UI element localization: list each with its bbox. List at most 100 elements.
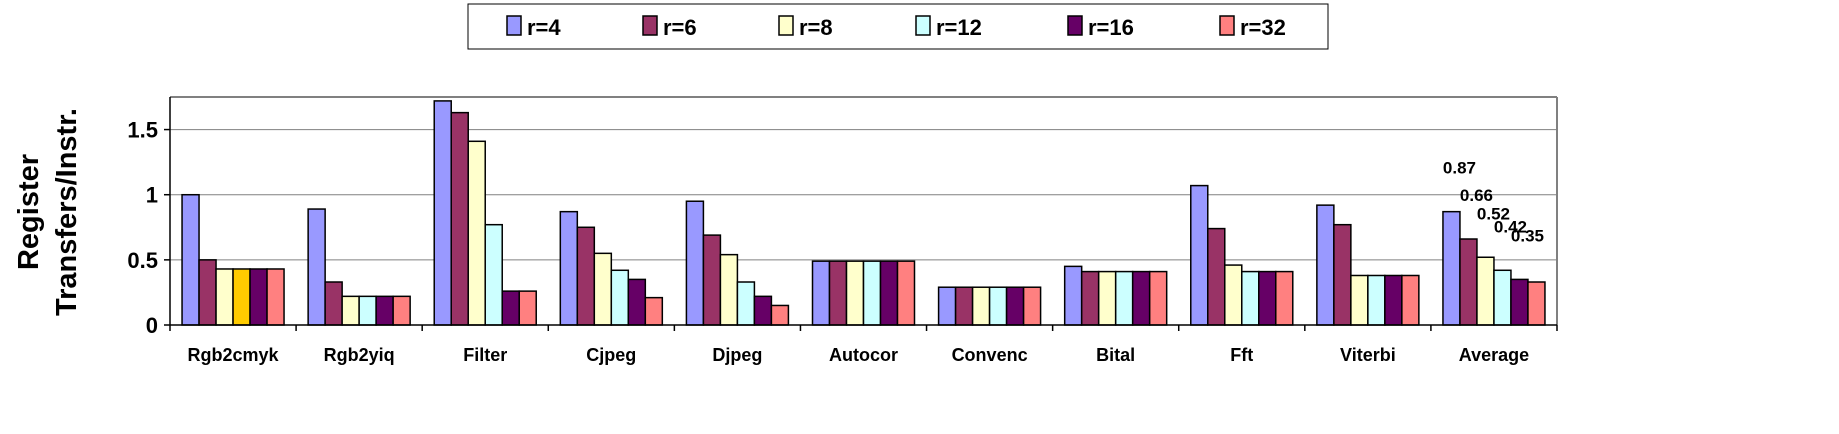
legend-label: r=16 xyxy=(1088,15,1134,40)
bar-rgb2yiq-r=12 xyxy=(358,295,377,326)
x-tick-label: Bital xyxy=(1096,345,1135,365)
bar-autocor-r=32 xyxy=(896,260,916,326)
bar-convenc-r=16 xyxy=(1005,286,1025,326)
bar-viterbi-r=8 xyxy=(1350,274,1369,326)
bar-autocor-r=6 xyxy=(828,260,848,326)
legend-label: r=6 xyxy=(663,15,697,40)
bar-viterbi-r=32 xyxy=(1401,274,1420,326)
bar-rgb2cmyk-r=8 xyxy=(215,268,234,326)
bar-autocor-r=16 xyxy=(879,260,899,326)
bar-filter-r=16 xyxy=(501,290,520,326)
bar-rgb2yiq-r=6 xyxy=(324,281,343,326)
bar-bital-r=12 xyxy=(1114,270,1134,326)
bar-cjpeg-r=8 xyxy=(593,252,613,326)
bar-rgb2yiq-r=4 xyxy=(307,208,326,326)
legend-label: r=12 xyxy=(936,15,982,40)
bar-fft-r=32 xyxy=(1275,270,1294,326)
bar-djpeg-r=16 xyxy=(753,295,773,326)
bar-average-r=16 xyxy=(1510,278,1529,326)
legend-swatch-r=4 xyxy=(506,15,522,36)
bar-cjpeg-r=32 xyxy=(644,296,664,326)
y-axis-title-line: Register xyxy=(13,154,45,270)
x-tick-label: Autocor xyxy=(829,345,898,365)
legend-label: r=4 xyxy=(527,15,561,40)
bar-cjpeg-r=4 xyxy=(559,210,579,326)
bar-rgb2cmyk-r=16 xyxy=(249,268,268,326)
bar-rgb2yiq-r=32 xyxy=(392,295,411,326)
y-tick-label: 0.5 xyxy=(127,248,158,273)
bar-djpeg-r=32 xyxy=(770,304,790,326)
data-label: 0.42 xyxy=(1494,217,1527,236)
bar-average-r=32 xyxy=(1527,281,1546,326)
bar-cjpeg-r=16 xyxy=(627,278,647,326)
legend: r=4 r=6 r=8 r=12 r=16 r=32 xyxy=(467,3,1329,50)
bar-average-r=4 xyxy=(1442,210,1461,326)
data-label: 0.35 xyxy=(1511,226,1544,245)
bar-average-r=6 xyxy=(1459,238,1478,326)
legend-swatch-r=8 xyxy=(778,15,794,36)
bar-viterbi-r=4 xyxy=(1316,204,1335,326)
bar-rgb2cmyk-r=12 xyxy=(232,268,251,326)
y-tick-label: 1.5 xyxy=(127,118,158,143)
bar-rgb2cmyk-r=6 xyxy=(198,259,217,326)
data-label: 0.66 xyxy=(1460,186,1493,205)
bar-bital-r=32 xyxy=(1148,270,1168,326)
x-tick-label: Filter xyxy=(463,345,507,365)
x-tick-label: Rgb2cmyk xyxy=(188,345,280,365)
bar-rgb2cmyk-r=4 xyxy=(181,193,200,326)
bar-bital-r=8 xyxy=(1097,270,1117,326)
bar-viterbi-r=16 xyxy=(1384,274,1403,326)
bar-autocor-r=4 xyxy=(811,260,831,326)
bar-rgb2yiq-r=16 xyxy=(375,295,394,326)
plot-frame xyxy=(169,96,1558,331)
bar-filter-r=4 xyxy=(433,100,452,326)
bar-fft-r=12 xyxy=(1241,270,1260,326)
bar-convenc-r=12 xyxy=(988,286,1008,326)
bar-viterbi-r=6 xyxy=(1333,223,1352,326)
y-tick-label: 0 xyxy=(146,313,158,338)
bars xyxy=(181,100,1546,326)
y-axis-title-line: Transfers/Instr. xyxy=(51,108,83,316)
x-tick-label: Convenc xyxy=(952,345,1028,365)
x-tick-label: Rgb2yiq xyxy=(324,345,395,365)
x-tick-label: Djpeg xyxy=(712,345,762,365)
bar-filter-r=6 xyxy=(450,111,469,326)
x-tick-label: Average xyxy=(1459,345,1529,365)
bar-average-r=8 xyxy=(1476,256,1495,326)
bar-convenc-r=8 xyxy=(971,286,991,326)
data-labels: 0.87 0.660.520.420.35 xyxy=(1443,159,1544,246)
data-label: 0.87 xyxy=(1443,159,1476,178)
y-tick-label: 1 xyxy=(146,183,158,208)
legend-swatch-r=16 xyxy=(1067,15,1083,36)
bar-fft-r=4 xyxy=(1190,184,1209,326)
bar-filter-r=8 xyxy=(467,140,486,326)
bar-djpeg-r=6 xyxy=(702,234,722,326)
x-tick-label: Viterbi xyxy=(1340,345,1396,365)
legend-swatch-r=12 xyxy=(915,15,931,36)
bar-filter-r=32 xyxy=(518,290,537,326)
bar-convenc-r=6 xyxy=(954,286,974,326)
bar-bital-r=6 xyxy=(1080,270,1100,326)
bar-viterbi-r=12 xyxy=(1367,274,1386,326)
y-axis-ticks: 0 0.5 1 1.5 xyxy=(127,118,170,338)
bar-rgb2yiq-r=8 xyxy=(341,295,360,326)
bar-filter-r=12 xyxy=(484,223,503,326)
bar-djpeg-r=8 xyxy=(719,253,739,326)
bar-cjpeg-r=6 xyxy=(576,226,596,326)
data-label: 0.52 xyxy=(1477,204,1510,223)
legend-label: r=32 xyxy=(1240,15,1286,40)
legend-swatch-r=6 xyxy=(642,15,658,36)
legend-swatch-r=32 xyxy=(1219,15,1235,36)
bar-fft-r=16 xyxy=(1258,270,1277,326)
bar-fft-r=8 xyxy=(1224,264,1243,326)
bar-convenc-r=32 xyxy=(1022,286,1042,326)
x-axis-labels: Rgb2cmyk Rgb2yiq Filter Cjpeg Djpeg Autocor Co… xyxy=(188,345,1530,365)
y-axis-title: Register Transfers/Instr. xyxy=(13,108,83,316)
bar-rgb2cmyk-r=32 xyxy=(266,268,285,326)
bar-autocor-r=12 xyxy=(862,260,882,326)
bar-average-r=12 xyxy=(1493,269,1512,326)
bar-djpeg-r=12 xyxy=(736,281,756,326)
bar-convenc-r=4 xyxy=(937,286,957,326)
x-tick-label: Cjpeg xyxy=(586,345,636,365)
